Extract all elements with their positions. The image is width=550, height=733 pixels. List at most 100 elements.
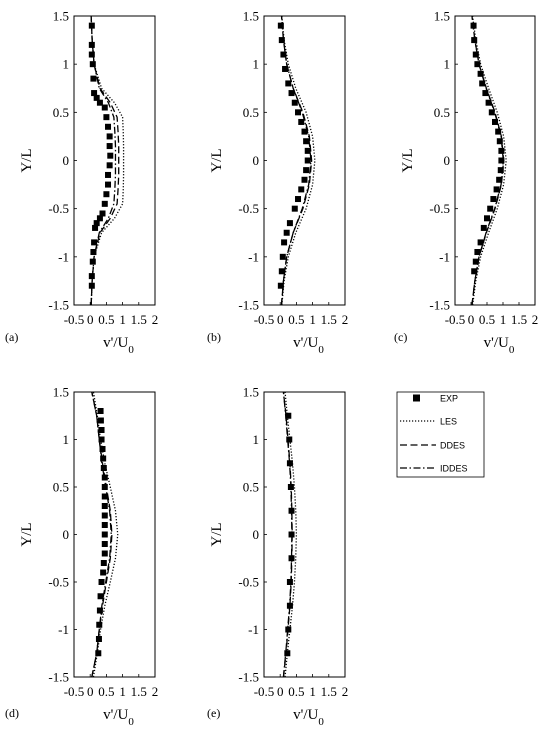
exp-marker xyxy=(470,22,477,29)
x-tick-label: 1.5 xyxy=(131,684,147,699)
exp-marker xyxy=(286,602,293,609)
exp-marker xyxy=(100,465,107,471)
exp-marker xyxy=(286,579,293,585)
legend-entry-iddes: IDDES xyxy=(400,464,468,474)
x-axis-label: v'/U0 xyxy=(103,707,134,728)
exp-marker xyxy=(493,186,500,193)
y-tick-label: -1.5 xyxy=(238,670,259,685)
series-line-les xyxy=(281,15,316,306)
exp-marker xyxy=(88,22,95,29)
exp-marker xyxy=(282,65,289,72)
legend-label: EXP xyxy=(440,394,458,404)
exp-marker xyxy=(277,22,284,29)
exp-marker xyxy=(107,152,114,159)
exp-marker xyxy=(288,507,295,514)
exp-marker xyxy=(89,258,96,265)
y-axis-label: Y/L xyxy=(400,148,416,172)
x-tick-label: 1.5 xyxy=(321,684,337,699)
panel-1: 1.510.50-0.5-1-1.5-0.5 0 0.5 1 1.5 2Y/Lv'/U0(… xyxy=(5,9,158,357)
y-tick-label: -1 xyxy=(248,622,259,637)
exp-marker xyxy=(106,143,113,150)
exp-marker xyxy=(286,436,293,443)
y-tick-label: 0 xyxy=(63,527,70,542)
panel-5: 1.510.50-0.5-1-1.5-0.5 0 0.5 1 1.5 2Y/Lv'/U0(… xyxy=(207,385,348,729)
x-tick-label: -0.5 xyxy=(254,684,275,699)
x-tick-label: 2 xyxy=(152,312,159,327)
exp-marker xyxy=(280,51,287,58)
exp-marker xyxy=(101,550,108,557)
panel-label: (e) xyxy=(207,706,220,720)
x-axis-label: v'/U0 xyxy=(484,335,515,356)
panel-2: 1.510.50-0.5-1-1.5-0.5 0 0.5 1 1.5 2Y/Lv'/U0(… xyxy=(207,9,348,357)
exp-marker xyxy=(485,99,492,106)
y-tick-label: 1.5 xyxy=(243,9,259,24)
exp-marker xyxy=(287,484,294,490)
legend-entry-ddes: DDES xyxy=(400,441,465,451)
exp-marker xyxy=(471,37,478,44)
series-line-iddes xyxy=(91,391,112,678)
y-tick-label: 0 xyxy=(444,153,451,168)
exp-marker xyxy=(103,114,110,121)
y-tick-label: -1.5 xyxy=(238,298,259,313)
panel-4: 1.510.50-0.5-1-1.5-0.5 0 0.5 1 1.5 2Y/Lv'/U0(… xyxy=(5,385,158,729)
x-tick-label: 2 xyxy=(532,312,539,327)
exp-marker xyxy=(277,282,284,289)
exp-marker xyxy=(490,196,497,203)
exp-marker xyxy=(88,282,95,289)
y-tick-label: 0.5 xyxy=(434,105,450,120)
exp-marker xyxy=(285,80,292,87)
exp-marker xyxy=(101,104,108,111)
exp-marker xyxy=(291,99,298,106)
exp-marker xyxy=(88,51,95,58)
plot-frame xyxy=(263,15,346,306)
x-tick-label: -0.5 xyxy=(64,684,85,699)
y-tick-label: -1.5 xyxy=(429,298,450,313)
exp-marker xyxy=(88,273,95,280)
exp-marker xyxy=(96,621,103,628)
exp-marker xyxy=(96,99,103,106)
x-tick-label: 2 xyxy=(152,684,159,699)
x-tick-label: 2 xyxy=(342,312,349,327)
exp-marker xyxy=(103,191,110,198)
x-tick-label: 1.5 xyxy=(511,312,527,327)
y-tick-label: -1 xyxy=(58,622,69,637)
exp-marker xyxy=(298,186,305,193)
exp-marker xyxy=(279,253,286,260)
y-tick-label: -0.5 xyxy=(238,201,259,216)
exp-marker xyxy=(101,503,108,509)
exp-marker xyxy=(477,70,484,77)
exp-marker xyxy=(498,157,505,164)
exp-marker xyxy=(488,109,495,116)
x-axis-label: v'/U0 xyxy=(103,335,134,356)
panel-3: 1.510.50-0.5-1-1.5-0.5 0 0.5 1 1.5 2Y/Lv'/U0(… xyxy=(394,9,538,357)
exp-marker xyxy=(89,61,96,68)
exp-marker xyxy=(96,215,103,222)
series-line-iddes xyxy=(280,15,312,306)
y-axis-label: Y/L xyxy=(209,148,225,172)
legend-entry-les: LES xyxy=(400,417,457,427)
exp-marker xyxy=(99,446,106,452)
x-tick-label: 0.5 xyxy=(98,312,114,327)
y-tick-label: -0.5 xyxy=(429,201,450,216)
exp-marker xyxy=(472,51,479,58)
x-tick-label: 1.5 xyxy=(321,312,337,327)
exp-marker xyxy=(281,239,288,246)
exp-marker xyxy=(101,512,108,519)
y-tick-label: 1 xyxy=(253,432,260,447)
exp-marker xyxy=(90,249,97,256)
exp-marker xyxy=(100,560,107,566)
series-line-les xyxy=(92,391,119,678)
y-tick-label: 1.5 xyxy=(53,385,69,400)
y-axis-label: Y/L xyxy=(19,148,35,172)
x-tick-label: -0.5 xyxy=(64,312,85,327)
exp-marker xyxy=(101,541,108,547)
y-tick-label: 0.5 xyxy=(53,480,69,495)
exp-marker xyxy=(492,118,498,125)
exp-marker xyxy=(95,650,102,657)
exp-marker xyxy=(93,94,100,101)
exp-marker xyxy=(498,147,505,154)
x-tick-label: 1 xyxy=(309,312,316,327)
plot-frame xyxy=(73,15,156,306)
exp-marker xyxy=(288,555,295,562)
exp-marker xyxy=(484,215,490,222)
